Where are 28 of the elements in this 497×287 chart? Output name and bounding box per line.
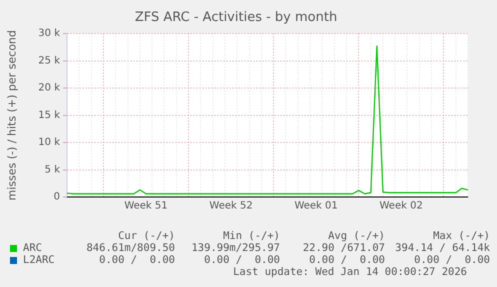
y-tick-label: 20 k <box>38 82 60 94</box>
text: 846.61m/809.50 <box>85 242 175 254</box>
x-tick-label: Week 51 <box>124 200 168 212</box>
legend-label: ARC <box>22 242 43 254</box>
text: Avg (-/+) <box>327 230 385 242</box>
text: Max (-/+) <box>432 230 490 242</box>
y-tick-label: 10 k <box>38 137 60 148</box>
legend-label: L2ARC <box>22 254 56 266</box>
text: 0.00 / 0.00 <box>413 254 490 266</box>
y-tick-label: 5 k <box>44 164 60 176</box>
y-tick-label: 15 k <box>38 110 60 121</box>
text: 0.00 / 0.00 <box>98 254 175 266</box>
text: 394.14 / 64.14k <box>394 242 490 254</box>
text: 0.00 / 0.00 <box>308 254 385 266</box>
x-tick-label: Week 01 <box>294 200 338 212</box>
text: Last update: Wed Jan 14 00:00:27 2026 <box>233 266 467 278</box>
y-tick-label: 30 k <box>38 28 60 40</box>
text: 22.90 /671.07 <box>302 242 385 254</box>
text: 139.99m/295.97 <box>190 242 280 254</box>
text: 0.00 / 0.00 <box>203 254 280 266</box>
x-tick-label: Week 02 <box>380 200 423 212</box>
y-tick-label: 25 k <box>38 55 60 66</box>
y-axis-title: misses (-) / hits (+) per second <box>5 30 18 200</box>
y-tick-label: 0 <box>54 192 60 203</box>
x-tick-label: Week 52 <box>209 200 253 212</box>
chart-title: ZFS ARC - Activities - by month <box>134 10 338 26</box>
text: Cur (-/+) <box>117 230 175 242</box>
text: Min (-/+) <box>222 230 280 242</box>
